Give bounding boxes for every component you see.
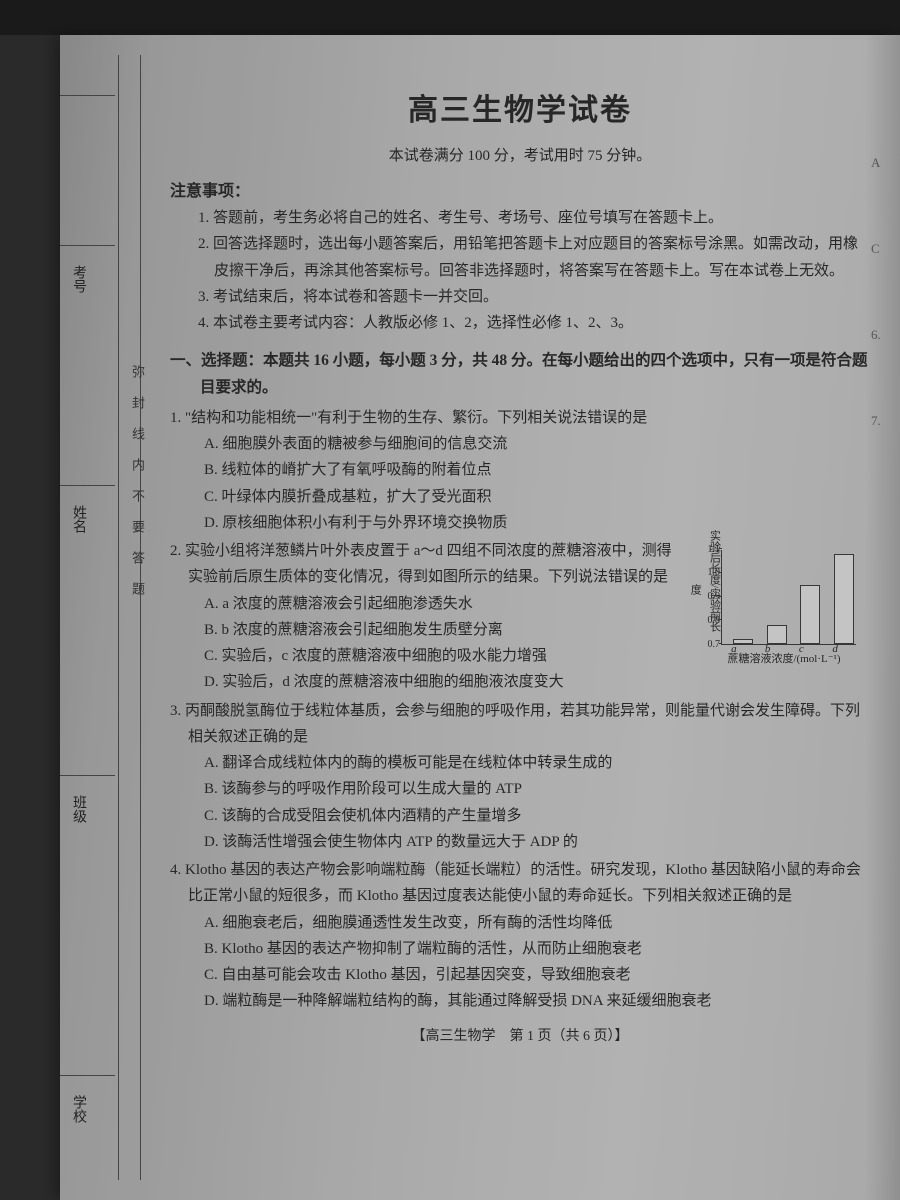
question-2: 2. 实验小组将洋葱鳞片叶外表皮置于 a～d 四组不同浓度的蔗糖溶液中，测得实验… <box>170 538 870 696</box>
page-footer: 【高三生物学 第 1 页（共 6 页）】 <box>170 1025 870 1045</box>
question-1: 1. "结构和功能相统一"有利于生物的生存、繁衍。下列相关说法错误的是 A. 细… <box>170 405 870 536</box>
q3-opt-a: A. 翻译合成线粒体内的酶的模板可能是在线粒体中转录生成的 <box>188 750 870 776</box>
bleed-text: 6. <box>871 327 894 343</box>
chart-x-label: 蔗糖溶液浓度/(mol·L⁻¹) <box>721 650 865 669</box>
notice-item: 3. 考试结束后，将本试卷和答题卡一并交回。 <box>198 284 870 310</box>
q3-opt-d: D. 该酶活性增强会使生物体内 ATP 的数量远大于 ADP 的 <box>188 829 870 855</box>
q4-opt-d: D. 端粒酶是一种降解端粒结构的酶，其能通过降解受损 DNA 来延缓细胞衰老 <box>188 988 870 1014</box>
q4-stem: 4. Klotho 基因的表达产物会影响端粒酶（能延长端粒）的活性。研究发现，K… <box>188 857 870 910</box>
chart-axes: 0.70.80.91.01.1abcd <box>721 550 856 645</box>
notice-item: 2. 回答选择题时，选出每小题答案后，用铅笔把答题卡上对应题目的答案标号涂黑。如… <box>198 231 870 284</box>
exam-page: 高三生物学试卷 本试卷满分 100 分，考试用时 75 分钟。 注意事项： 1.… <box>60 35 900 1200</box>
chart-ytick-label: 0.9 <box>696 588 720 606</box>
q1-opt-b: B. 线粒体的嵴扩大了有氧呼吸酶的附着位点 <box>188 457 870 483</box>
question-3: 3. 丙酮酸脱氢酶位于线粒体基质，会参与细胞的呼吸作用，若其功能异常，则能量代谢… <box>170 698 870 856</box>
chart-ytick-label: 0.8 <box>696 612 720 630</box>
exam-title: 高三生物学试卷 <box>170 85 870 129</box>
chart-bar <box>800 585 820 644</box>
bleed-text: C <box>871 241 894 257</box>
notice-list: 1. 答题前，考生务必将自己的姓名、考生号、考场号、座位号填写在答题卡上。 2.… <box>198 205 870 336</box>
q1-opt-c: C. 叶绿体内膜折叠成基粒，扩大了受光面积 <box>188 484 870 510</box>
chart-bar <box>834 554 854 644</box>
chart-ytick-label: 1.0 <box>696 564 720 582</box>
q4-opt-c: C. 自由基可能会攻击 Klotho 基因，引起基因突变，导致细胞衰老 <box>188 962 870 988</box>
q3-opt-b: B. 该酶参与的呼吸作用阶段可以生成大量的 ATP <box>188 776 870 802</box>
notice-heading: 注意事项： <box>170 177 870 201</box>
q1-opt-d: D. 原核细胞体积小有利于与外界环境交换物质 <box>188 510 870 536</box>
chart-ytick-mark <box>719 643 722 644</box>
chart-ytick-mark <box>719 596 722 597</box>
q4-opt-a: A. 细胞衰老后，细胞膜通透性发生改变，所有酶的活性均降低 <box>188 910 870 936</box>
q3-opt-c: C. 该酶的合成受阻会使机体内酒精的产生量增多 <box>188 803 870 829</box>
notice-item: 1. 答题前，考生务必将自己的姓名、考生号、考场号、座位号填写在答题卡上。 <box>198 205 870 231</box>
chart-ytick-mark <box>719 619 722 620</box>
q1-opt-a: A. 细胞膜外表面的糖被参与细胞间的信息交流 <box>188 431 870 457</box>
chart-ytick-mark <box>719 548 722 549</box>
photo-dark-border <box>0 0 900 35</box>
q2-bar-chart: 实验后长度/实验前长度 0.70.80.91.01.1abcd 蔗糖溶液浓度/(… <box>685 542 865 667</box>
next-page-bleed: A C 6. 7. <box>865 35 900 1200</box>
exam-subtitle: 本试卷满分 100 分，考试用时 75 分钟。 <box>170 144 870 165</box>
q4-opt-b: B. Klotho 基因的表达产物抑制了端粒酶的活性，从而防止细胞衰老 <box>188 936 870 962</box>
q1-stem: 1. "结构和功能相统一"有利于生物的生存、繁衍。下列相关说法错误的是 <box>188 405 870 431</box>
chart-ytick-mark <box>719 572 722 573</box>
notice-item: 4. 本试卷主要考试内容：人教版必修 1、2，选择性必修 1、2、3。 <box>198 310 870 336</box>
chart-ytick-label: 0.7 <box>696 635 720 653</box>
bleed-text: 7. <box>871 413 894 429</box>
chart-ytick-label: 1.1 <box>696 540 720 558</box>
q2-opt-d: D. 实验后，d 浓度的蔗糖溶液中细胞的细胞液浓度变大 <box>188 669 870 695</box>
q3-stem: 3. 丙酮酸脱氢酶位于线粒体基质，会参与细胞的呼吸作用，若其功能异常，则能量代谢… <box>188 698 870 751</box>
section-1-heading: 一、选择题：本题共 16 小题，每小题 3 分，共 48 分。在每小题给出的四个… <box>170 348 870 401</box>
question-4: 4. Klotho 基因的表达产物会影响端粒酶（能延长端粒）的活性。研究发现，K… <box>170 857 870 1015</box>
bleed-text: A <box>871 155 894 171</box>
